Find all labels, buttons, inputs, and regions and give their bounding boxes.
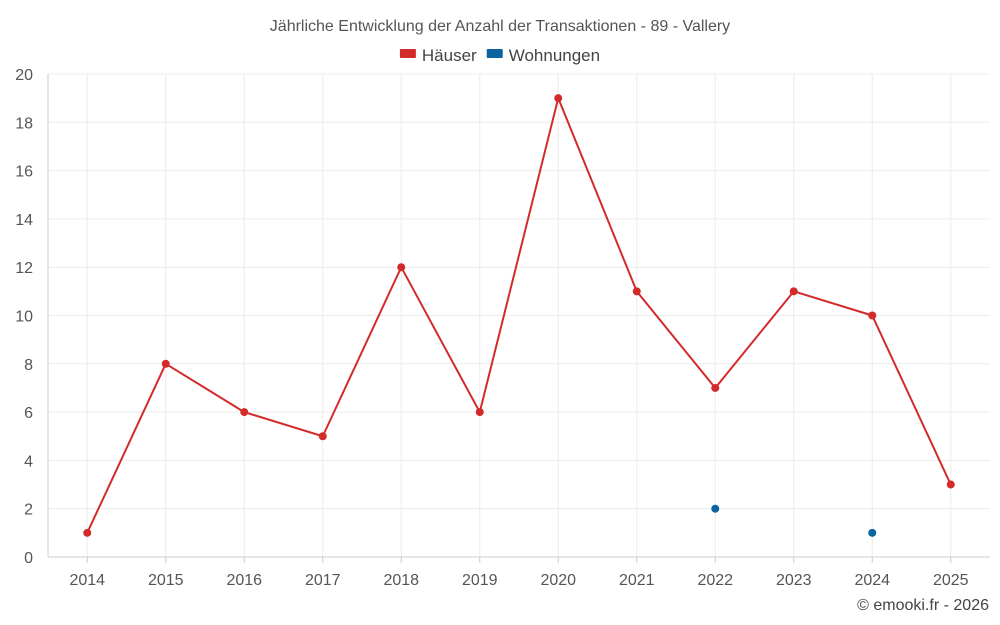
- credit-text: © emooki.fr - 2026: [857, 597, 989, 614]
- y-tick-label: 2: [24, 502, 33, 519]
- x-tick-label: 2022: [697, 572, 733, 589]
- x-tick-label: 2018: [383, 572, 419, 589]
- data-point-haeuser[interactable]: [240, 408, 249, 417]
- data-point-wohnungen[interactable]: [868, 528, 877, 537]
- data-point-haeuser[interactable]: [475, 408, 484, 417]
- legend-swatch: [399, 49, 416, 58]
- series-line-haeuser: [86, 97, 952, 534]
- x-tick-label: 2025: [933, 572, 969, 589]
- x-tick-label: 2020: [540, 572, 576, 589]
- axes: [47, 74, 990, 563]
- y-tick-label: 8: [24, 357, 33, 374]
- data-point-haeuser[interactable]: [397, 263, 406, 272]
- legend-item-haeuser[interactable]: Häuser: [399, 46, 477, 65]
- x-tick-label: 2017: [305, 572, 341, 589]
- y-tick-label: 20: [15, 67, 33, 84]
- grid-lines: [48, 73, 990, 557]
- y-tick-label: 6: [24, 405, 33, 422]
- y-tick-label: 18: [15, 115, 33, 132]
- y-tick-label: 10: [15, 309, 33, 326]
- legend-item-wohnungen[interactable]: Wohnungen: [486, 46, 600, 65]
- data-point-haeuser[interactable]: [161, 359, 170, 368]
- x-tick-label: 2023: [776, 572, 812, 589]
- data-point-haeuser[interactable]: [789, 287, 798, 296]
- x-tick-label: 2016: [226, 572, 262, 589]
- text-layer: Jährliche Entwicklung der Anzahl der Tra…: [15, 18, 989, 614]
- legend: Häuser Wohnungen: [399, 46, 600, 65]
- data-point-haeuser[interactable]: [946, 480, 955, 489]
- x-tick-label: 2021: [619, 572, 655, 589]
- y-tick-label: 0: [24, 550, 33, 567]
- data-point-haeuser[interactable]: [711, 383, 720, 392]
- series-layer: [83, 94, 955, 537]
- legend-label: Häuser: [422, 46, 477, 65]
- legend-swatch: [486, 49, 503, 58]
- y-tick-label: 12: [15, 260, 33, 277]
- data-point-haeuser[interactable]: [632, 287, 641, 296]
- x-tick-label: 2024: [854, 572, 890, 589]
- data-point-haeuser[interactable]: [318, 432, 327, 441]
- legend-label: Wohnungen: [509, 46, 600, 65]
- data-point-wohnungen[interactable]: [711, 504, 720, 513]
- x-tick-label: 2015: [148, 572, 184, 589]
- data-point-haeuser[interactable]: [83, 528, 92, 537]
- data-point-haeuser[interactable]: [868, 311, 877, 320]
- y-tick-label: 14: [15, 212, 33, 229]
- chart-title: Jährliche Entwicklung der Anzahl der Tra…: [270, 18, 730, 35]
- x-tick-label: 2014: [69, 572, 105, 589]
- data-point-haeuser[interactable]: [554, 94, 563, 103]
- x-tick-label: 2019: [462, 572, 498, 589]
- y-tick-label: 16: [15, 164, 33, 181]
- y-tick-label: 4: [24, 453, 33, 470]
